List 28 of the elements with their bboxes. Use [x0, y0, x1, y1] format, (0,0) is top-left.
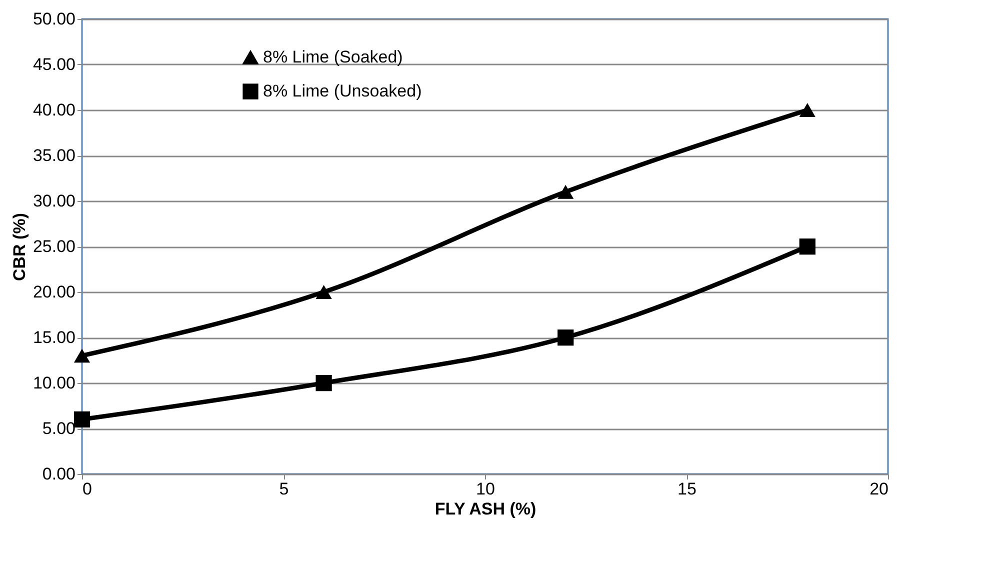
- x-tick-label: 20: [870, 480, 888, 498]
- x-tick-label: 15: [678, 480, 696, 498]
- y-tick-label: 5.00: [42, 419, 76, 438]
- y-tick-label: 0.00: [42, 464, 76, 484]
- x-tick-label: 0: [82, 480, 92, 498]
- point: [74, 348, 90, 363]
- legend-label: 8% Lime (Soaked): [263, 48, 403, 66]
- x-axis-title: FLY ASH (%): [434, 500, 536, 518]
- x-tick-label: 10: [476, 480, 495, 498]
- y-tick-label: 45.00: [32, 55, 76, 74]
- point: [558, 184, 574, 199]
- y-tick-label: 15.00: [32, 328, 76, 347]
- y-tick-label: 20.00: [32, 282, 76, 302]
- point: [316, 285, 332, 299]
- legend-label: 8% Lime (Unsoaked): [263, 82, 422, 100]
- y-axis-title: CBR (%): [10, 213, 29, 281]
- point: [558, 329, 574, 346]
- point: [74, 411, 90, 428]
- y-tick-label: 30.00: [32, 192, 76, 210]
- point: [799, 103, 816, 117]
- point: [799, 238, 816, 255]
- x-tick-label: 5: [279, 480, 289, 498]
- y-tick-label: 10.00: [32, 374, 76, 392]
- point: [316, 374, 332, 392]
- y-tick-label: 25.00: [32, 237, 76, 256]
- y-tick-label: 35.00: [32, 146, 76, 165]
- y-tick-label: 40.00: [32, 100, 76, 120]
- y-tick-label: 50.00: [32, 10, 76, 28]
